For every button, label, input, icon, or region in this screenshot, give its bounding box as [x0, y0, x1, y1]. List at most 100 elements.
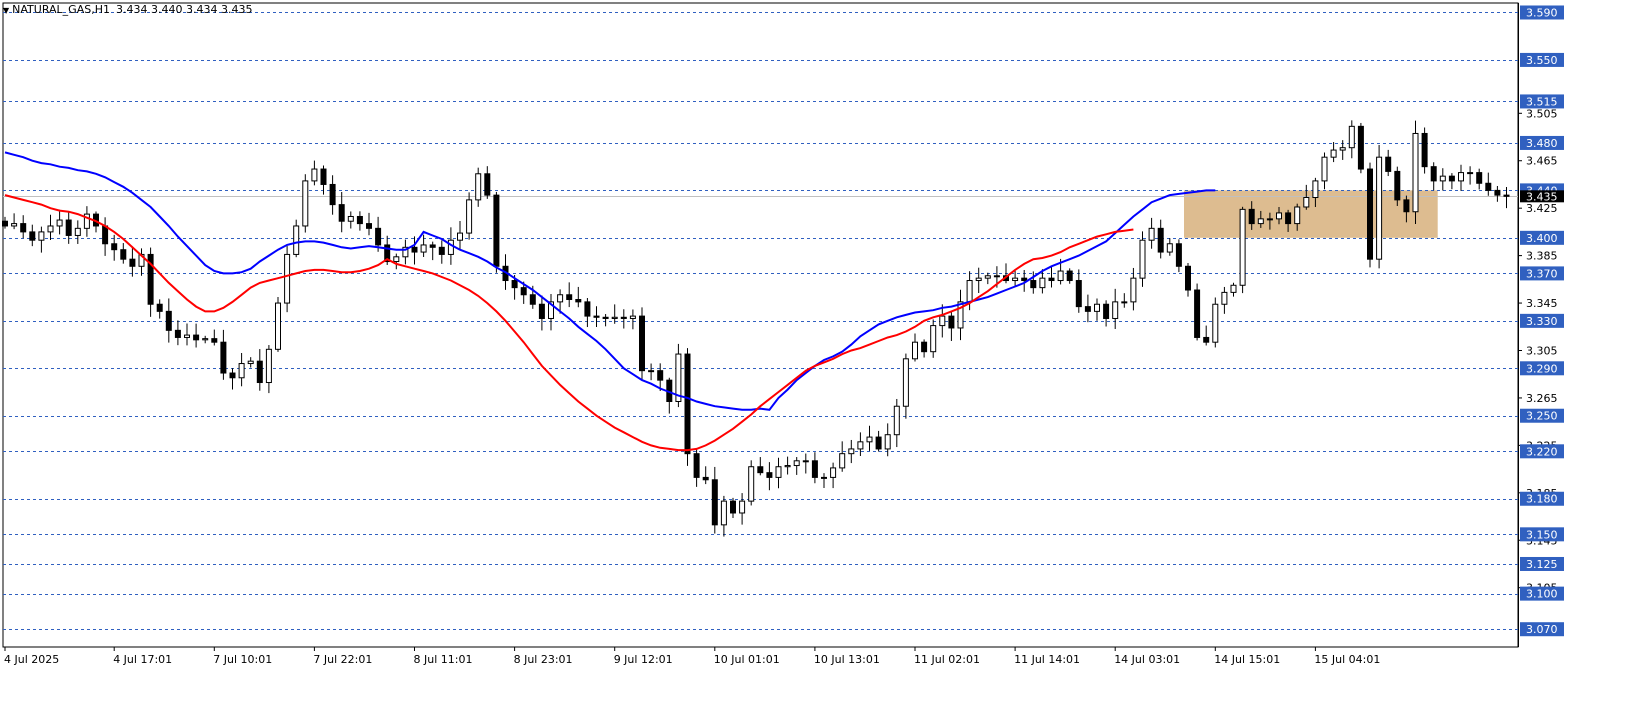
candle-body-bear [211, 338, 218, 343]
candle [1385, 149, 1392, 177]
candle-body-bull [884, 434, 891, 450]
level-price-label: 3.250 [1526, 410, 1558, 423]
candle [20, 215, 27, 239]
candle [347, 211, 354, 229]
candle [1248, 201, 1255, 230]
candle-body-bear [338, 204, 345, 222]
time-tick-label: 11 Jul 02:01 [914, 653, 980, 666]
candle-body-bull [975, 277, 982, 282]
level-price-box [1520, 266, 1564, 281]
candle [866, 425, 873, 451]
candle [1212, 297, 1219, 348]
candles [2, 120, 1510, 537]
candle-body-bull [302, 180, 309, 227]
candle [375, 216, 382, 252]
candle [1312, 177, 1319, 208]
candle [320, 165, 327, 195]
candle [957, 289, 964, 341]
candle [393, 253, 400, 270]
candle-body-bear [2, 220, 8, 227]
candle [1412, 120, 1419, 225]
candle [1112, 288, 1119, 330]
candle [174, 320, 181, 346]
level-price-box [1520, 5, 1564, 20]
candle-body-bull [1257, 218, 1264, 225]
candle [129, 247, 136, 277]
level-price-label: 3.550 [1526, 54, 1558, 67]
price-tick-label: 3.385 [1526, 250, 1558, 263]
candle [1494, 185, 1501, 202]
candle-body-bear [220, 341, 227, 374]
candle [1221, 286, 1228, 314]
candle [666, 377, 673, 414]
level-price-box [1520, 556, 1564, 571]
level-price-label: 3.370 [1526, 267, 1558, 280]
candle-body-bull [184, 334, 190, 338]
candle [256, 349, 263, 391]
level-price-box [1520, 622, 1564, 637]
candle [611, 304, 618, 324]
candle [1394, 166, 1401, 206]
candle-body-bull [47, 225, 54, 233]
candle [675, 343, 682, 408]
candle [329, 175, 336, 215]
candle [102, 217, 109, 256]
candle-body-bear [20, 223, 27, 233]
candle-body-bear [438, 246, 445, 255]
candle-body-bear [921, 341, 928, 353]
price-tick-label: 3.345 [1526, 297, 1558, 310]
candle-body-bear [1021, 277, 1028, 282]
level-price-box [1520, 94, 1564, 109]
candle [475, 167, 482, 207]
candle-body-bull [629, 315, 636, 319]
candle-body-bear [730, 500, 736, 514]
candle-body-bear [1066, 270, 1073, 282]
candle-body-bull [1121, 301, 1128, 304]
candle-body-bear [320, 168, 327, 185]
candle-body-bull [1166, 243, 1173, 253]
candle [520, 281, 527, 304]
symbol-timeframe: NATURAL_GAS,H1 [12, 3, 110, 16]
candle-body-bull [475, 173, 482, 201]
candle [748, 460, 755, 506]
candle [220, 329, 227, 380]
candle [802, 453, 809, 474]
candle-body-bull [1057, 270, 1064, 282]
candle-body-bear [875, 436, 882, 450]
candle-body-bear [193, 334, 200, 341]
candle [584, 298, 591, 328]
time-tick-label: 9 Jul 12:01 [614, 653, 673, 666]
candle-body-bear [356, 215, 363, 225]
candle [193, 323, 200, 348]
candle-body-bear [1394, 170, 1401, 201]
candle-body-bull [1230, 284, 1237, 293]
candle-body-bull [466, 199, 473, 234]
candle-body-bull [1458, 172, 1464, 182]
time-tick-label: 4 Jul 2025 [4, 653, 59, 666]
level-price-box [1520, 313, 1564, 328]
candle-body-bear [1448, 175, 1455, 182]
collapse-icon[interactable]: ▼ [3, 6, 10, 15]
candle [629, 309, 636, 330]
level-lines [3, 12, 1518, 630]
candle-body-bull [1276, 212, 1282, 220]
candle-body-bear [256, 360, 263, 384]
candle [720, 495, 727, 537]
candle-body-bull [1221, 291, 1228, 305]
candle-body-bull [56, 219, 63, 227]
candle-body-bear [702, 476, 709, 481]
time-tick-label: 7 Jul 10:01 [213, 653, 272, 666]
candle [1175, 239, 1182, 273]
time-tick-label: 7 Jul 22:01 [313, 653, 372, 666]
candle-body-bear [1103, 303, 1110, 319]
chart-frame [2, 2, 1519, 648]
candle [684, 348, 691, 466]
candle-body-bull [402, 246, 409, 258]
candle [1239, 206, 1246, 294]
candle-body-bear [511, 280, 518, 289]
candle-body-bull [1467, 172, 1474, 175]
candle-body-bear [757, 466, 764, 474]
candle-body-bear [484, 173, 491, 196]
